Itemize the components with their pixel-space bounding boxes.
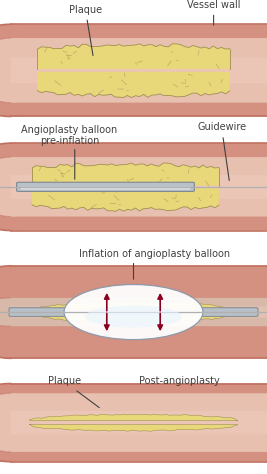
Text: Angioplasty balloon: Angioplasty balloon	[21, 125, 117, 135]
Ellipse shape	[0, 393, 50, 452]
Text: Vessel wall: Vessel wall	[187, 0, 240, 25]
FancyBboxPatch shape	[199, 308, 258, 316]
FancyBboxPatch shape	[11, 57, 267, 83]
Ellipse shape	[0, 266, 64, 358]
FancyBboxPatch shape	[11, 306, 267, 318]
FancyBboxPatch shape	[5, 157, 267, 217]
Polygon shape	[29, 424, 238, 431]
FancyBboxPatch shape	[5, 38, 267, 103]
Polygon shape	[37, 301, 230, 310]
FancyBboxPatch shape	[17, 182, 194, 191]
Ellipse shape	[85, 305, 182, 328]
Polygon shape	[37, 314, 230, 323]
FancyBboxPatch shape	[11, 175, 267, 199]
Ellipse shape	[0, 38, 50, 103]
Polygon shape	[37, 44, 230, 69]
Ellipse shape	[0, 157, 48, 217]
FancyBboxPatch shape	[11, 24, 267, 117]
Ellipse shape	[0, 24, 66, 117]
FancyBboxPatch shape	[9, 308, 68, 316]
FancyBboxPatch shape	[11, 411, 267, 434]
FancyBboxPatch shape	[5, 298, 267, 326]
Text: Guidewire: Guidewire	[197, 122, 246, 181]
Polygon shape	[37, 72, 230, 98]
Text: pre-inflation: pre-inflation	[40, 136, 99, 146]
FancyBboxPatch shape	[11, 383, 267, 462]
FancyBboxPatch shape	[21, 187, 190, 190]
Text: Post-angioplasty: Post-angioplasty	[139, 376, 219, 386]
Ellipse shape	[0, 143, 64, 230]
FancyBboxPatch shape	[11, 143, 267, 230]
FancyBboxPatch shape	[5, 393, 267, 452]
Text: Plaque: Plaque	[69, 5, 102, 55]
Ellipse shape	[64, 284, 203, 339]
Polygon shape	[29, 414, 238, 421]
Ellipse shape	[0, 383, 66, 462]
Ellipse shape	[0, 298, 48, 326]
Text: Inflation of angioplasty balloon: Inflation of angioplasty balloon	[79, 249, 230, 259]
Polygon shape	[32, 188, 219, 211]
FancyBboxPatch shape	[11, 266, 267, 358]
Polygon shape	[32, 163, 219, 186]
Text: Plaque: Plaque	[48, 376, 99, 408]
